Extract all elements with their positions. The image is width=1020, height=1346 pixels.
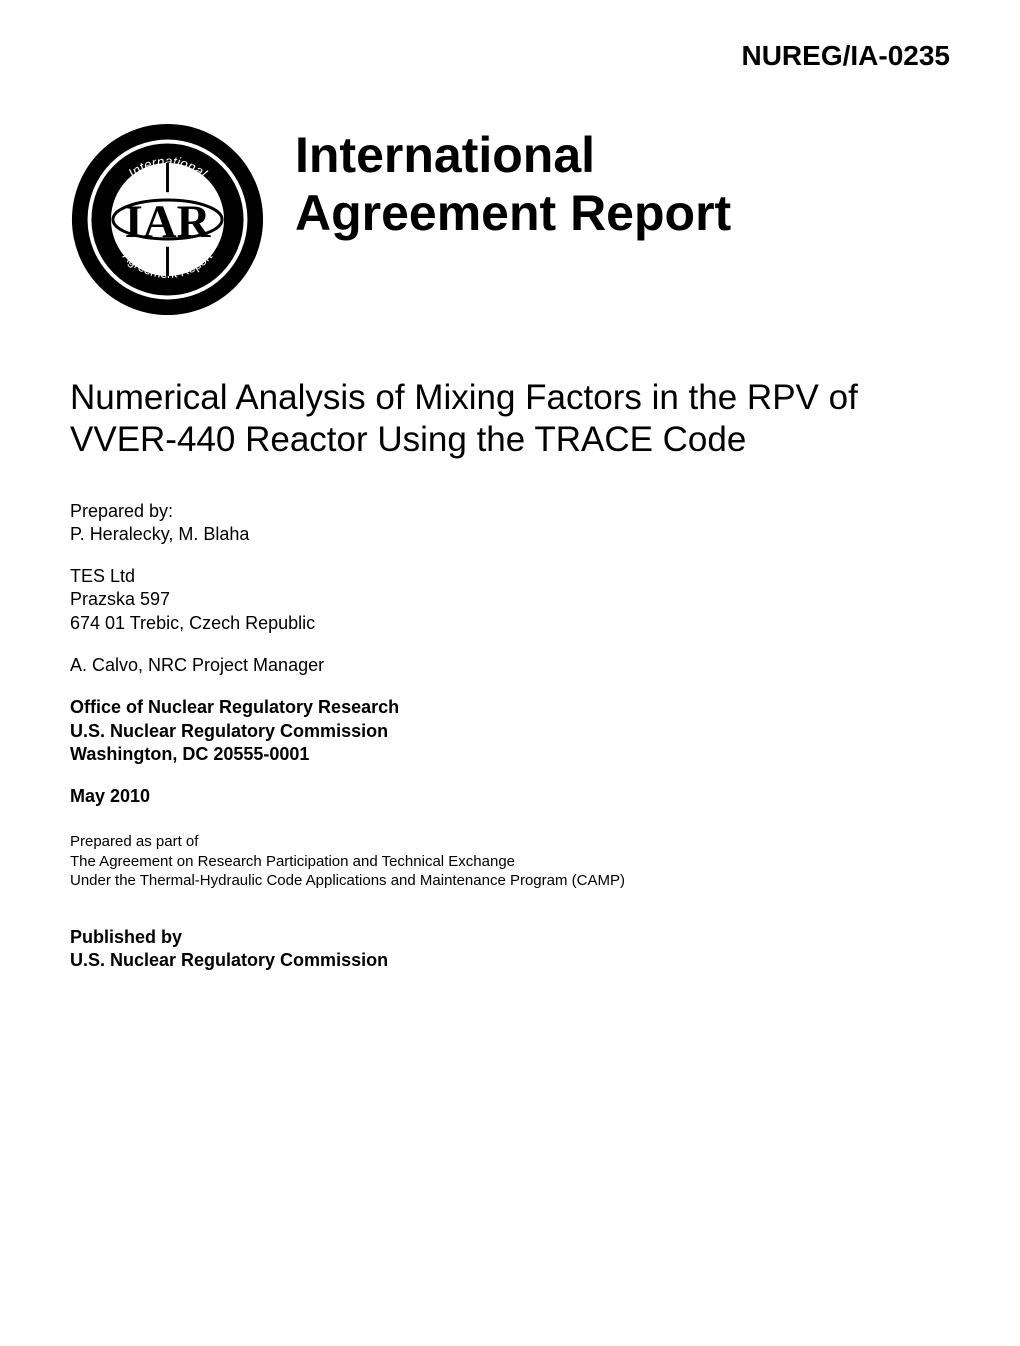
main-title-line1: International — [295, 127, 731, 185]
iar-logo-svg: International Agreement Report IAR — [70, 122, 265, 317]
published-block: Published by U.S. Nuclear Regulatory Com… — [70, 926, 960, 973]
document-subtitle: Numerical Analysis of Mixing Factors in … — [70, 377, 960, 461]
org-line3: 674 01 Trebic, Czech Republic — [70, 612, 960, 635]
main-title-line2: Agreement Report — [295, 185, 731, 243]
published-line2: U.S. Nuclear Regulatory Commission — [70, 949, 960, 972]
authors: P. Heralecky, M. Blaha — [70, 524, 960, 545]
office-line1: Office of Nuclear Regulatory Research — [70, 696, 960, 719]
prepared-part-line2: The Agreement on Research Participation … — [70, 852, 960, 872]
office-block: Office of Nuclear Regulatory Research U.… — [70, 696, 960, 766]
org-line1: TES Ltd — [70, 565, 960, 588]
publication-date: May 2010 — [70, 786, 960, 807]
org-line2: Prazska 597 — [70, 588, 960, 611]
prepared-part-line1: Prepared as part of — [70, 832, 960, 852]
organization-block: TES Ltd Prazska 597 674 01 Trebic, Czech… — [70, 565, 960, 635]
report-number: NUREG/IA-0235 — [70, 40, 960, 72]
iar-logo: International Agreement Report IAR — [70, 122, 265, 317]
main-title: International Agreement Report — [295, 122, 731, 242]
published-line1: Published by — [70, 926, 960, 949]
office-line2: U.S. Nuclear Regulatory Commission — [70, 720, 960, 743]
office-line3: Washington, DC 20555-0001 — [70, 743, 960, 766]
prepared-part-line3: Under the Thermal-Hydraulic Code Applica… — [70, 871, 960, 891]
header-row: International Agreement Report IAR Inter… — [70, 122, 960, 317]
prepared-by-label: Prepared by: — [70, 501, 960, 522]
prepared-part-block: Prepared as part of The Agreement on Res… — [70, 832, 960, 891]
project-manager: A. Calvo, NRC Project Manager — [70, 655, 960, 676]
